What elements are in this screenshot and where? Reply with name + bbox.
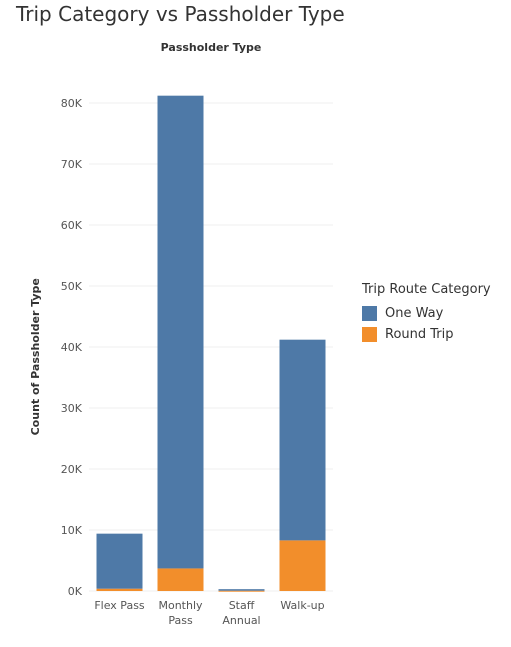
y-tick-label: 70K [61,158,83,171]
legend-title: Trip Route Category [362,282,491,297]
x-tick-label: Flex Pass [94,599,145,612]
bar-round-trip[interactable] [97,589,143,591]
legend-swatch-round-trip [362,327,377,342]
legend-item-round-trip[interactable]: Round Trip [362,327,491,342]
bar-one-way[interactable] [97,534,143,589]
y-axis-label: Count of Passholder Type [29,278,42,435]
legend-swatch-one-way [362,306,377,321]
y-axis-ticks: 0K 10K 20K 30K 40K 50K 60K 70K 80K [61,97,83,598]
bar-one-way[interactable] [158,96,204,569]
bar-one-way[interactable] [219,589,265,591]
y-tick-label: 10K [61,524,83,537]
x-tick-label: Walk-up [280,599,324,612]
bar-round-trip[interactable] [280,540,326,591]
column-header: Passholder Type [161,41,262,54]
bar-round-trip[interactable] [219,591,265,592]
legend: Trip Route Category One Way Round Trip [362,282,491,348]
y-tick-label: 0K [68,585,83,598]
bars [97,96,326,592]
bar-one-way[interactable] [280,340,326,541]
x-tick-label: Pass [168,614,193,627]
x-axis-labels: Flex Pass Monthly Pass Staff Annual Walk-up [94,599,324,627]
legend-label-round-trip: Round Trip [385,327,454,342]
y-tick-label: 40K [61,341,83,354]
y-tick-label: 50K [61,280,83,293]
x-tick-label: Staff [229,599,255,612]
y-tick-label: 30K [61,402,83,415]
y-tick-label: 20K [61,463,83,476]
y-tick-label: 60K [61,219,83,232]
legend-item-one-way[interactable]: One Way [362,306,491,321]
legend-label-one-way: One Way [385,306,443,321]
x-tick-label: Annual [222,614,260,627]
bar-round-trip[interactable] [158,568,204,591]
x-tick-label: Monthly [158,599,203,612]
y-tick-label: 80K [61,97,83,110]
